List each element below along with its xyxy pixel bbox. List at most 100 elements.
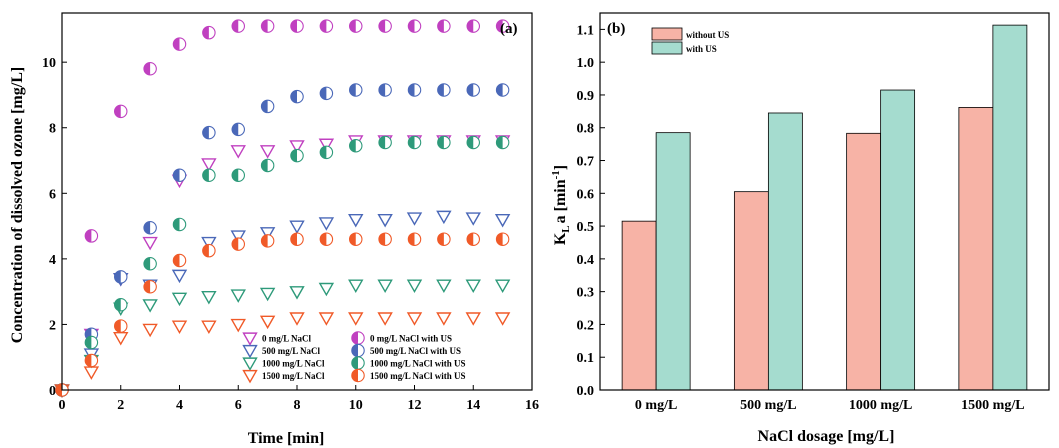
marker-fill — [467, 233, 474, 246]
marker-fill — [320, 87, 327, 100]
data-point — [407, 19, 422, 33]
marker-fill — [496, 83, 503, 97]
data-point — [495, 83, 510, 97]
data-point — [494, 312, 511, 326]
y-tick-label: 0 — [49, 384, 56, 399]
data-point — [466, 232, 480, 246]
data-point — [114, 104, 128, 119]
data-point — [230, 230, 246, 244]
marker-fill — [408, 233, 415, 246]
data-point — [495, 135, 510, 150]
data-point — [114, 319, 128, 333]
panel-b-xlabel: NaCl dosage [mg/L] — [758, 428, 895, 445]
marker-fill — [85, 229, 92, 243]
marker-fill — [202, 244, 209, 257]
data-point — [202, 125, 216, 140]
data-point — [318, 312, 335, 326]
y-tick-label: 0.7 — [577, 155, 595, 170]
data-point — [172, 168, 187, 183]
data-point — [466, 135, 480, 150]
data-point — [319, 19, 334, 33]
data-point — [231, 122, 246, 137]
marker-fill — [408, 19, 415, 33]
data-point — [318, 138, 335, 153]
x-tick-label: 4 — [176, 398, 183, 413]
data-point — [436, 312, 452, 326]
data-point — [437, 135, 451, 150]
panel-a: Concentration of dissolved ozone [mg/L] … — [9, 12, 539, 447]
data-point — [202, 168, 216, 183]
data-point — [260, 99, 275, 114]
marker-fill — [143, 280, 151, 293]
data-point — [259, 287, 276, 302]
data-point — [289, 220, 305, 234]
data-point — [290, 89, 304, 104]
x-tick-label: 10 — [349, 398, 363, 413]
y-tick-label: 8 — [49, 122, 56, 137]
data-point — [171, 269, 188, 284]
data-point — [348, 312, 364, 326]
data-point — [494, 213, 511, 228]
bar — [846, 132, 882, 391]
marker-fill — [320, 146, 327, 159]
marker-fill — [173, 169, 180, 182]
panel-a-label: (a) — [500, 21, 518, 37]
legend-label: 1500 mg/L NaCl — [262, 371, 325, 381]
data-point — [231, 237, 246, 251]
data-point — [290, 232, 304, 246]
data-point — [171, 292, 188, 307]
marker-fill — [232, 123, 239, 136]
marker-fill — [349, 83, 356, 97]
marker-fill — [437, 136, 444, 149]
data-point — [260, 19, 275, 33]
marker-fill — [261, 19, 268, 33]
data-point — [495, 19, 510, 33]
y-tick-label: 0.0 — [577, 384, 595, 399]
data-point — [348, 213, 364, 228]
x-tick-label: 500 mg/L — [740, 398, 796, 413]
data-point — [260, 234, 275, 248]
marker-fill — [261, 159, 268, 172]
x-tick-label: 1000 mg/L — [849, 398, 912, 413]
data-point — [201, 290, 217, 305]
marker-fill — [290, 19, 297, 33]
data-point — [231, 19, 246, 33]
data-point — [289, 286, 305, 300]
marker-fill — [85, 354, 92, 367]
data-point — [319, 145, 334, 160]
y-tick-label: 0.9 — [577, 89, 595, 104]
data-point — [171, 320, 188, 334]
marker-fill — [467, 83, 474, 97]
data-point — [290, 148, 304, 163]
data-point — [465, 212, 481, 226]
bar — [733, 191, 769, 391]
data-point — [143, 257, 157, 271]
legend-marker — [351, 343, 365, 358]
data-point — [319, 232, 334, 246]
marker-fill — [496, 19, 503, 33]
marker-fill — [143, 62, 151, 75]
marker-fill — [349, 19, 356, 33]
marker-fill — [202, 169, 209, 182]
panel-a-legend: 0 mg/L NaCl 500 mg/L NaCl 1000 mg/L NaCl 15… — [242, 331, 466, 384]
data-point — [318, 217, 335, 231]
legend-swatch — [651, 27, 683, 41]
marker-fill — [408, 83, 415, 97]
marker-fill — [85, 336, 92, 349]
legend-label: with US — [686, 44, 717, 54]
data-point — [406, 212, 423, 226]
data-point — [466, 83, 480, 97]
x-tick-label: 12 — [408, 398, 422, 413]
marker-fill — [378, 83, 386, 97]
legend-marker — [242, 369, 258, 384]
marker-fill — [320, 233, 327, 246]
data-point — [114, 270, 128, 284]
bar — [767, 112, 803, 391]
data-point — [436, 210, 452, 225]
marker-fill — [378, 136, 386, 149]
panel-b: KLa [min-1] NaCl dosage [mg/L] 0.0 0.1 0.2… — [550, 12, 1050, 445]
data-point — [202, 25, 216, 40]
marker-fill — [378, 19, 386, 33]
data-point — [290, 19, 304, 33]
marker-fill — [378, 233, 386, 246]
